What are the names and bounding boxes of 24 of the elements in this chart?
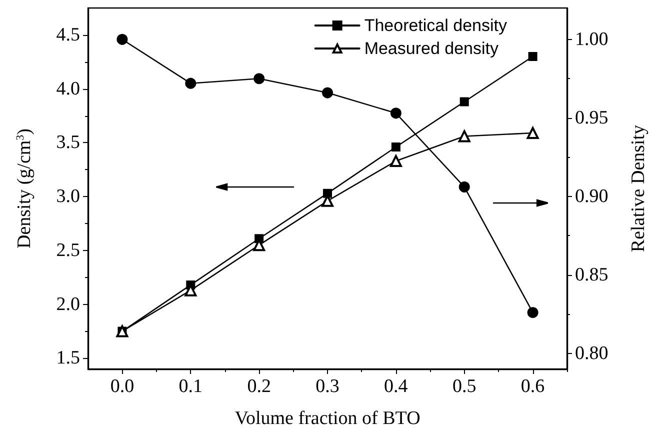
- x-tick-label: 0.0: [110, 376, 134, 397]
- y-tick-label: 2.5: [56, 240, 80, 261]
- y-tick-label: 3.5: [56, 132, 80, 154]
- x-tick-label: 0.1: [178, 376, 203, 397]
- x-tick-label: 0.5: [452, 376, 476, 397]
- y2-tick-label: 0.90: [575, 186, 608, 207]
- y-tick-label: 4.5: [56, 24, 80, 46]
- legend-label: Measured density: [364, 39, 499, 58]
- y-tick-label: 4.0: [56, 78, 80, 100]
- y2-tick-label: 0.80: [575, 342, 608, 364]
- legend-label: Theoretical density: [364, 16, 508, 35]
- y-axis-title: Density (g/cm3): [14, 128, 35, 249]
- x-axis-title: Volume fraction of BTO: [234, 408, 420, 429]
- y2-axis-title: Relative Density: [628, 124, 649, 252]
- x-tick-label: 0.2: [247, 376, 271, 397]
- y2-tick-label: 0.95: [575, 107, 608, 128]
- y2-tick-label: 1.00: [575, 28, 608, 50]
- x-tick-label: 0.6: [520, 376, 545, 397]
- y2-tick-label: 0.85: [575, 264, 608, 286]
- y-tick-label: 3.0: [56, 186, 80, 208]
- x-tick-label: 0.3: [316, 376, 340, 397]
- y-tick-label: 2.0: [56, 294, 80, 315]
- x-tick-label: 0.4: [384, 376, 408, 397]
- y-tick-label: 1.5: [56, 348, 80, 369]
